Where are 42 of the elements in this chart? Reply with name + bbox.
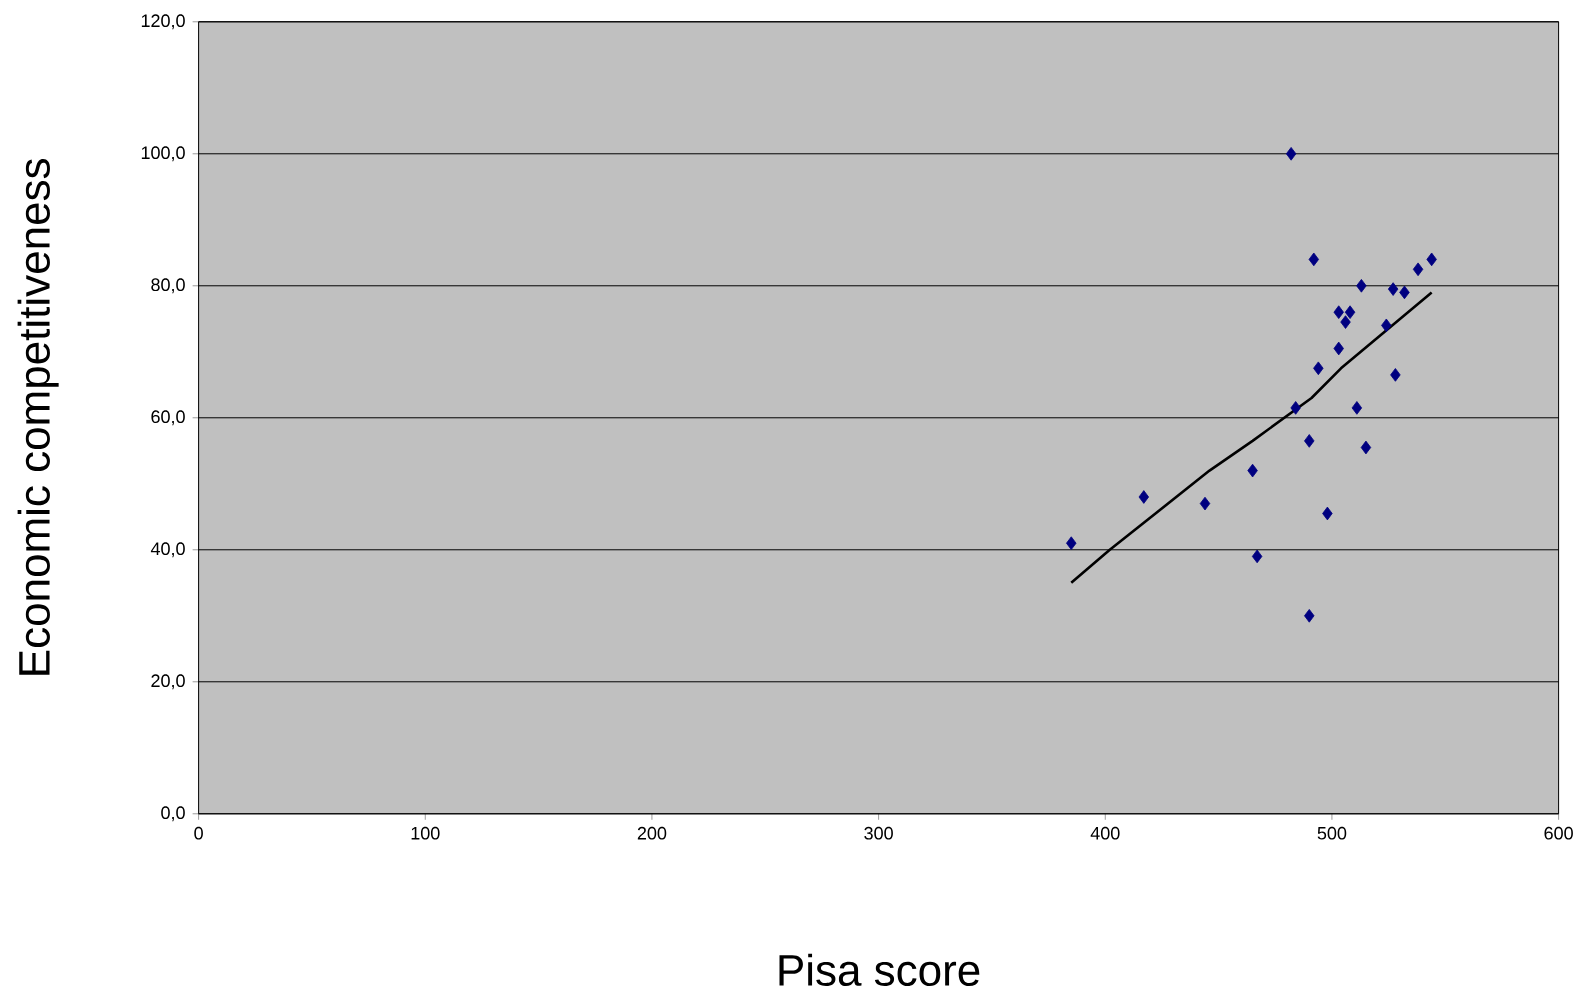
point <box>1390 368 1401 382</box>
x-tick-label: 0 <box>194 826 203 840</box>
line-series <box>1069 291 1433 585</box>
x-tick-label: 200 <box>637 826 667 840</box>
y-tick-label: 80,0 <box>151 278 185 294</box>
point <box>1426 252 1437 267</box>
x-tick-label: 400 <box>1090 826 1120 840</box>
point <box>1340 315 1351 329</box>
point <box>1313 361 1324 376</box>
point <box>1412 262 1424 277</box>
y-tick-label: 120,0 <box>141 14 185 30</box>
point <box>1066 536 1077 550</box>
y-tick-label: 60,0 <box>151 410 185 426</box>
point <box>1399 285 1410 300</box>
point <box>1381 318 1392 333</box>
point <box>1304 608 1315 623</box>
y-tick-label: 0,0 <box>161 806 185 822</box>
y-tick-label: 20,0 <box>151 674 185 690</box>
point <box>1138 490 1149 504</box>
x-tick-label: 500 <box>1317 826 1347 840</box>
point <box>1322 506 1333 521</box>
point <box>1333 341 1344 356</box>
point <box>1387 282 1399 296</box>
point <box>1308 252 1319 267</box>
x-tick-label: 300 <box>864 826 893 840</box>
point <box>1251 549 1263 564</box>
point <box>1360 440 1372 455</box>
y-tick-label: 40,0 <box>150 542 185 558</box>
point <box>1199 496 1211 511</box>
point <box>1344 305 1356 319</box>
point <box>1333 305 1344 319</box>
point <box>1304 434 1315 448</box>
y-tick-label: 100,0 <box>141 146 185 162</box>
x-tick-label: 100 <box>411 826 440 840</box>
x-axis-title: Pisa score <box>779 953 980 986</box>
point <box>1285 146 1297 161</box>
y-axis-title: Economic competitiveness <box>17 159 59 675</box>
point <box>1290 401 1301 415</box>
point <box>1356 278 1367 293</box>
point <box>1351 401 1363 415</box>
point <box>1247 463 1258 478</box>
x-tick-label: 600 <box>1544 826 1573 840</box>
